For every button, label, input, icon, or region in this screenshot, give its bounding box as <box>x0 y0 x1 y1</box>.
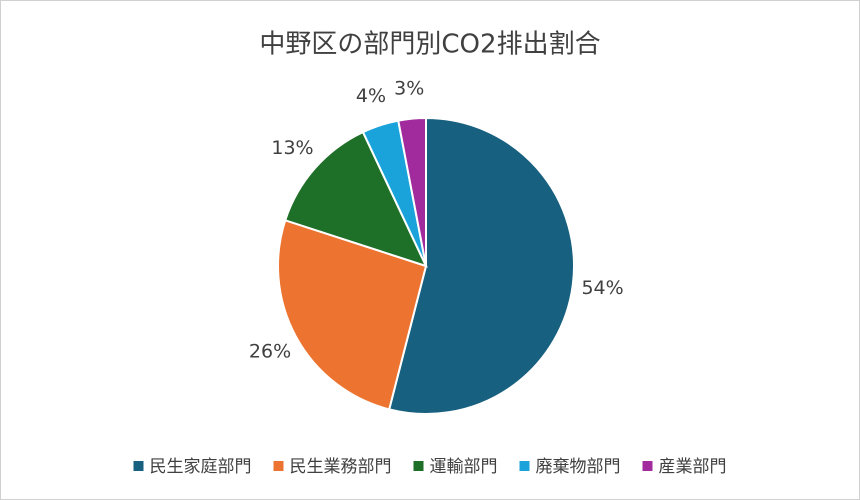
data-label: 4% <box>356 85 386 107</box>
legend-label: 民生業務部門 <box>290 457 392 477</box>
pie-slice <box>397 116 427 267</box>
pie-slice <box>283 130 428 268</box>
legend-label: 運輸部門 <box>430 457 498 477</box>
data-label: 26% <box>249 340 291 362</box>
pie-slice <box>277 219 428 411</box>
data-label: 3% <box>394 77 424 99</box>
legend-swatch <box>273 461 284 471</box>
legend-swatch <box>642 461 653 471</box>
chart-title: 中野区の部門別CO2排出割合 <box>259 30 600 60</box>
data-label: 13% <box>271 137 313 159</box>
legend-swatch <box>519 461 530 471</box>
pie-slice <box>387 116 575 415</box>
data-label: 54% <box>581 277 623 299</box>
legend-swatch <box>413 461 424 471</box>
legend-swatch <box>133 461 144 471</box>
legend-label: 産業部門 <box>659 457 727 477</box>
legend-label: 廃棄物部門 <box>536 457 621 477</box>
legend-label: 民生家庭部門 <box>150 457 252 477</box>
